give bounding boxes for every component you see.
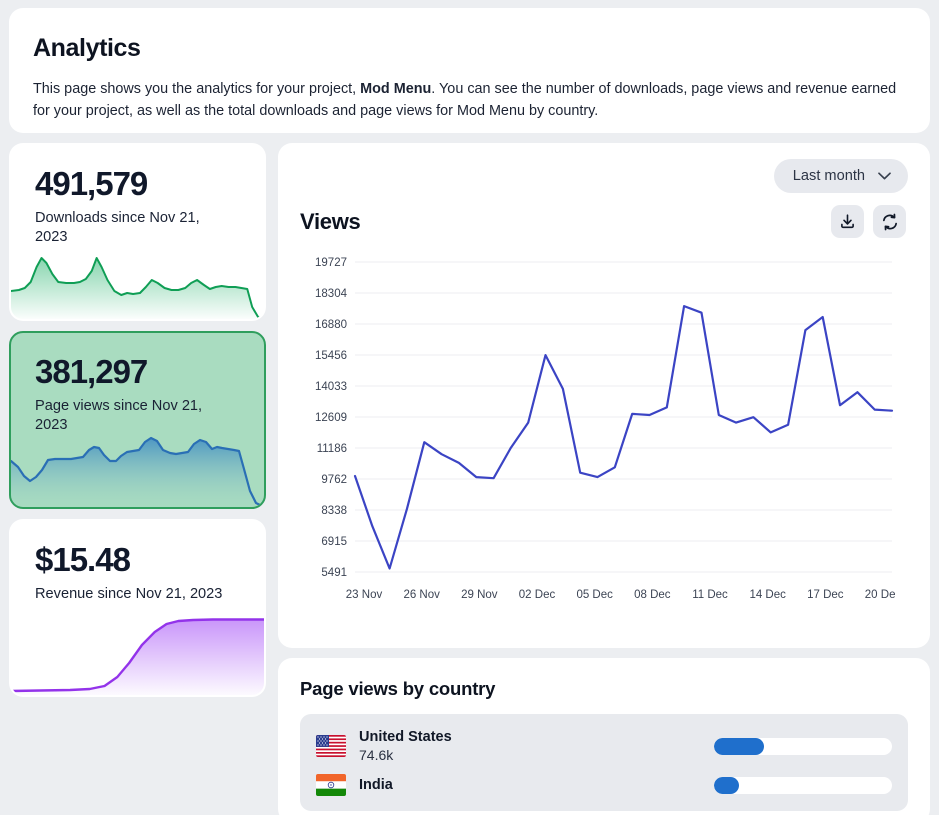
stat-card-downloads-text: 491,579 Downloads since Nov 21, 2023 [11,145,264,247]
range-row: Last month [300,159,908,193]
stat-card-page-views[interactable]: 381,297 Page views since Nov 21, 2023 [9,331,266,509]
stat-card-revenue-text: $15.48 Revenue since Nov 21, 2023 [11,521,264,604]
views-line-chart: 19727 18304 16880 15456 14033 12609 11186 9762 8… [300,254,908,649]
india-flag-icon [316,774,346,797]
description-part-1: This page shows you the analytics for yo… [33,81,361,97]
svg-text:18304: 18304 [315,288,348,300]
page-title: Analytics [33,34,141,62]
stat-card-revenue[interactable]: $15.48 Revenue since Nov 21, 2023 [9,519,266,697]
refresh-button[interactable] [873,205,906,238]
country-name-united-states: United States [359,729,452,745]
main-content: 491,579 Downloads since Nov 21, 2023 [9,143,930,815]
svg-text:08 Dec: 08 Dec [634,589,671,601]
country-row-india[interactable]: India [312,769,896,801]
svg-text:20 Dec: 20 Dec [865,589,896,601]
download-button[interactable] [831,205,864,238]
country-meta-india: India [359,776,509,794]
svg-text:02 Dec: 02 Dec [519,589,556,601]
chart-actions [831,205,906,238]
stat-label-downloads: Downloads since Nov 21, 2023 [35,209,200,245]
svg-text:23 Nov: 23 Nov [346,589,383,601]
page-description: This page shows you the analytics for yo… [33,79,906,122]
revenue-sparkline [11,618,264,695]
country-panel-title: Page views by country [300,678,496,699]
country-meta-united-states: United States 74.6k [359,728,509,764]
country-bar-track-india [714,776,892,794]
svg-text:17 Dec: 17 Dec [807,589,844,601]
us-flag-icon [316,735,346,758]
country-views-united-states: 74.6k [359,747,394,764]
svg-text:5491: 5491 [321,567,347,579]
description-part-2: . You can see the number of downloads, p… [33,81,897,119]
stat-card-page-views-text: 381,297 Page views since Nov 21, 2023 [11,333,264,435]
country-row-united-states[interactable]: United States 74.6k [312,723,896,769]
chevron-down-icon [878,172,891,180]
stat-value-revenue: $15.48 [35,541,131,578]
project-name: Mod Menu [360,81,432,97]
stat-value-page-views: 381,297 [35,353,148,390]
charts-column: Last month Views [278,143,930,815]
svg-text:14033: 14033 [315,381,347,393]
svg-text:19727: 19727 [315,257,347,269]
svg-text:12609: 12609 [315,412,347,424]
views-title: Views [300,208,361,234]
svg-text:14 Dec: 14 Dec [749,589,786,601]
svg-text:26 Nov: 26 Nov [403,589,440,601]
download-icon [841,214,854,229]
refresh-icon [882,213,897,230]
country-panel: Page views by country [278,658,930,815]
intro-card: Analytics This page shows you the analyt… [9,8,930,133]
svg-text:9762: 9762 [321,474,347,486]
country-bar-track-united-states [714,737,892,755]
views-chart-panel: Last month Views [278,143,930,648]
country-name-india: India [359,777,393,794]
stat-card-downloads[interactable]: 491,579 Downloads since Nov 21, 2023 [9,143,266,321]
page-views-sparkline [11,436,264,507]
svg-text:05 Dec: 05 Dec [576,589,613,601]
stat-value-downloads: 491,579 [35,165,148,202]
svg-text:6915: 6915 [321,536,347,548]
stat-label-revenue: Revenue since Nov 21, 2023 [35,585,223,602]
svg-text:16880: 16880 [315,319,347,331]
country-list: United States 74.6k [300,714,908,812]
svg-text:11 Dec: 11 Dec [692,589,728,601]
country-bar-fill-india [714,776,739,794]
svg-text:8338: 8338 [321,505,347,517]
svg-text:29 Nov: 29 Nov [461,589,498,601]
downloads-sparkline [11,257,264,319]
date-range-label: Last month [792,168,865,184]
svg-text:11186: 11186 [317,443,347,455]
stats-column: 491,579 Downloads since Nov 21, 2023 [9,143,266,697]
country-bar-fill-united-states [714,737,764,755]
views-chart-svg: 19727 18304 16880 15456 14033 12609 11186 9762 8… [315,257,901,601]
stat-label-page-views: Page views since Nov 21, 2023 [35,397,203,433]
views-header-row: Views [300,205,908,238]
svg-text:15456: 15456 [315,350,347,362]
date-range-select[interactable]: Last month [773,159,908,193]
